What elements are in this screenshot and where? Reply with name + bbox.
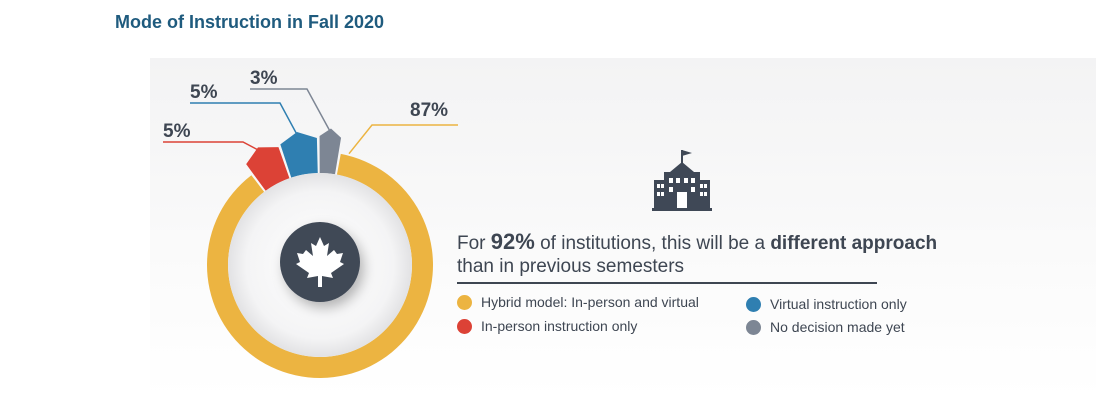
data-label-in-person: 5% bbox=[163, 121, 191, 142]
leader-line-in-person bbox=[163, 141, 261, 152]
leader-line-no-decision bbox=[250, 88, 332, 133]
school-building-icon bbox=[652, 150, 712, 211]
leader-line-hybrid bbox=[348, 124, 458, 155]
legend-swatch bbox=[746, 296, 761, 312]
legend-item-virtual: Virtual instruction only bbox=[746, 296, 907, 312]
legend-label: Hybrid model: In-person and virtual bbox=[481, 294, 699, 310]
legend-swatch bbox=[746, 319, 761, 335]
chart-title: Mode of Instruction in Fall 2020 bbox=[115, 12, 385, 32]
legend-item-in-person: In-person instruction only bbox=[457, 318, 637, 334]
approach-statement: For 92% of institutions, this will be a … bbox=[457, 230, 1017, 278]
statement-divider bbox=[457, 282, 877, 284]
data-label-hybrid: 87% bbox=[410, 100, 449, 121]
statement-line-2: than in previous semesters bbox=[457, 256, 685, 277]
statement-emphasis: different approach bbox=[770, 233, 938, 254]
data-label-no-decision: 3% bbox=[250, 68, 278, 89]
legend-swatch bbox=[457, 318, 472, 334]
statement-prefix: For bbox=[457, 233, 491, 254]
data-label-virtual: 5% bbox=[190, 82, 218, 103]
legend-label: Virtual instruction only bbox=[770, 296, 907, 312]
statement-percent: 92% bbox=[490, 229, 535, 254]
statement-middle: of institutions, this will be a bbox=[534, 233, 771, 254]
donut-slice-no-decision bbox=[319, 128, 342, 175]
leader-line-virtual bbox=[190, 102, 299, 137]
legend-swatch bbox=[457, 294, 472, 310]
legend-label: In-person instruction only bbox=[481, 318, 638, 334]
statement-line-1: For 92% of institutions, this will be a … bbox=[457, 230, 1017, 255]
maple-leaf-icon bbox=[296, 237, 344, 287]
donut-slice-in-person bbox=[246, 147, 290, 191]
legend-label: No decision made yet bbox=[770, 319, 905, 335]
donut-slice-virtual bbox=[280, 131, 318, 178]
legend-item-hybrid: Hybrid model: In-person and virtual bbox=[457, 294, 699, 310]
legend-item-no-decision: No decision made yet bbox=[746, 319, 905, 335]
